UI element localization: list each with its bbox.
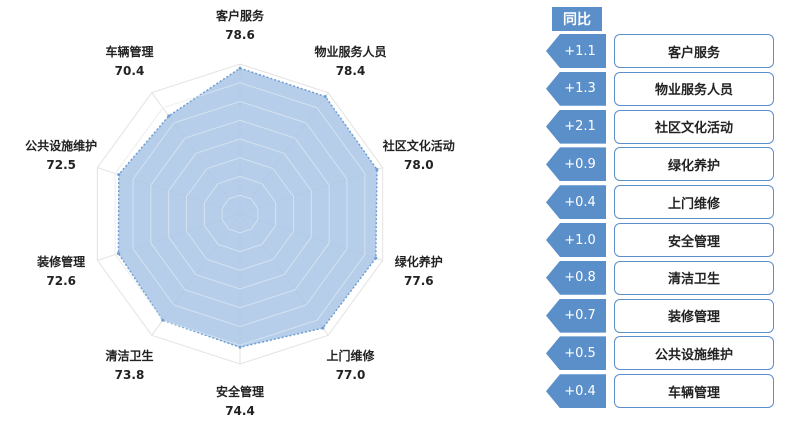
radar-grid-overlay [168, 138, 312, 290]
yoy-change-badge: +0.8 [546, 260, 606, 295]
axis-label: 公共设施维护 72.5 [25, 137, 97, 175]
radar-point [167, 114, 171, 118]
yoy-row: +0.5 公共设施维护 [546, 336, 800, 371]
axis-label: 社区文化活动 78.0 [383, 137, 455, 175]
radar-grid-overlay [221, 194, 259, 234]
data-label: 77.6 [403, 274, 434, 289]
axis-name: 客户服务 [215, 9, 265, 23]
radar-point [374, 256, 378, 260]
yoy-row: +0.7 装修管理 [546, 298, 800, 333]
axis-name: 上门维修 [326, 349, 375, 364]
radar-point [238, 66, 242, 70]
yoy-label-box: 绿化养护 [614, 147, 774, 182]
data-label: 78.4 [335, 63, 366, 78]
yoy-change-badge: +0.9 [546, 147, 606, 182]
yoy-row: +0.4 上门维修 [546, 185, 800, 220]
yoy-change-badge: +2.1 [546, 109, 606, 144]
radar-point [116, 251, 120, 255]
yoy-change-badge: +0.7 [546, 298, 606, 333]
axis-name: 安全管理 [215, 385, 265, 399]
radar-grid-overlay [132, 100, 348, 328]
data-label: 70.4 [114, 63, 145, 78]
radar-grid-overlay [203, 175, 277, 253]
yoy-label-box: 公共设施维护 [614, 336, 774, 371]
yoy-label-box: 上门维修 [614, 185, 774, 220]
radar-point [238, 345, 242, 349]
yoy-change-badge: +1.1 [546, 34, 606, 68]
axis-name: 社区文化活动 [382, 138, 455, 153]
yoy-label-box: 客户服务 [614, 34, 774, 68]
yoy-row: +2.1 社区文化活动 [546, 109, 800, 144]
radar-chart: 客户服务 78.6 物业服务人员 78.4 社区文化活动 78.0 绿化养护 77.6 上门维修… [25, 7, 455, 418]
radar-grid-overlay [114, 82, 366, 346]
yoy-label-box: 物业服务人员 [614, 71, 774, 106]
data-label: 73.8 [114, 368, 145, 383]
axis-label: 物业服务人员 78.4 [314, 43, 386, 81]
axis-label: 车辆管理 70.4 [105, 43, 153, 81]
data-label: 72.6 [46, 274, 76, 289]
data-label: 77.0 [335, 368, 366, 383]
yoy-label-box: 社区文化活动 [614, 109, 774, 144]
yoy-label-box: 车辆管理 [614, 374, 774, 409]
yoy-label-box: 清洁卫生 [614, 260, 774, 295]
axis-label: 客户服务 78.6 [216, 7, 264, 45]
data-label: 78.0 [403, 157, 434, 172]
yoy-change-badge: +0.5 [546, 336, 606, 371]
axis-label: 安全管理 74.4 [216, 383, 264, 421]
yoy-change-badge: +1.0 [546, 223, 606, 257]
data-label: 74.4 [225, 404, 255, 418]
yoy-row: +0.9 绿化养护 [546, 147, 800, 182]
axis-name: 绿化养护 [394, 255, 443, 270]
radar-grid-overlay [186, 157, 294, 271]
axis-name: 清洁卫生 [105, 349, 154, 364]
yoy-row: +0.4 车辆管理 [546, 374, 800, 409]
yoy-change-badge: +0.4 [546, 185, 606, 220]
radar-svg [96, 63, 384, 365]
axis-name: 物业服务人员 [314, 44, 387, 59]
axis-label: 装修管理 72.6 [37, 253, 85, 291]
axis-name: 车辆管理 [105, 44, 154, 59]
data-label: 78.6 [225, 28, 255, 42]
axis-label: 清洁卫生 73.8 [105, 347, 153, 385]
yoy-panel: 同比 +1.1 客户服务 +1.3 物业服务人员 +2.1 社区文化活动 +0.9 绿化养护 +… [546, 0, 800, 417]
yoy-label-box: 安全管理 [614, 223, 774, 257]
axis-name: 装修管理 [37, 255, 86, 270]
radar-point [117, 173, 121, 177]
radar-point [161, 318, 165, 322]
axis-label: 上门维修 77.0 [326, 347, 374, 385]
radar-point [323, 95, 327, 99]
radar-grid-overlay [150, 119, 330, 309]
data-label: 72.5 [46, 157, 76, 172]
yoy-header: 同比 [552, 7, 602, 31]
axis-label: 绿化养护 77.6 [395, 253, 443, 291]
radar-point [375, 168, 379, 172]
yoy-row: +0.8 清洁卫生 [546, 260, 800, 295]
yoy-change-badge: +1.3 [546, 71, 606, 106]
yoy-row: +1.0 安全管理 [546, 223, 800, 257]
yoy-change-badge: +0.4 [546, 374, 606, 409]
yoy-label-box: 装修管理 [614, 298, 774, 333]
radar-point [321, 326, 325, 330]
axis-name: 公共设施维护 [25, 138, 98, 153]
yoy-row: +1.3 物业服务人员 [546, 71, 800, 106]
yoy-row: +1.1 客户服务 [546, 34, 800, 68]
